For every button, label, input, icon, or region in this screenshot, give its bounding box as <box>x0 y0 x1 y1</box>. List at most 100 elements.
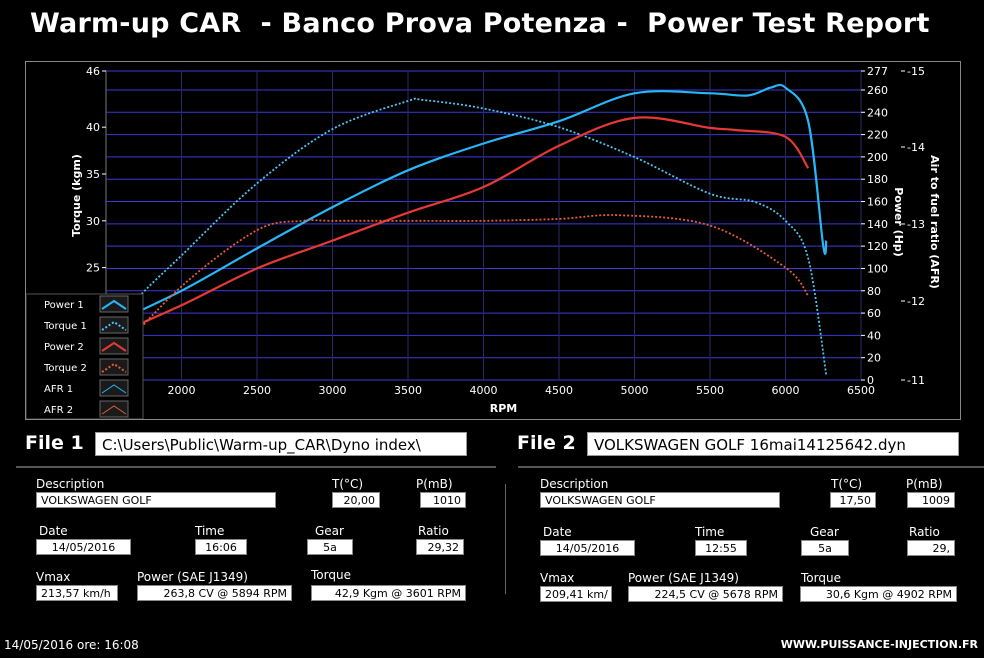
afr-tick-label: -12 <box>907 295 925 308</box>
legend-label: Torque 1 <box>43 321 87 332</box>
gear-label: Gear <box>810 525 839 539</box>
legend-label: Torque 2 <box>43 363 87 374</box>
afr-tick-label: -14 <box>907 141 925 154</box>
afr-tick-label: -15 <box>907 65 925 78</box>
description-field[interactable]: VOLKSWAGEN GOLF <box>36 492 276 508</box>
pressure-field[interactable]: 1009 <box>907 492 955 508</box>
torque-label: Torque <box>311 568 351 582</box>
power-field[interactable]: 224,5 CV @ 5678 RPM <box>628 586 783 602</box>
x-tick-label: 3500 <box>394 384 422 397</box>
left-tick-label: 30 <box>86 215 100 228</box>
power-tick-label: 260 <box>867 84 888 97</box>
date-field[interactable]: 14/05/2016 <box>540 540 635 556</box>
ratio-field[interactable]: 29, <box>907 540 955 556</box>
vmax-label: Vmax <box>540 571 575 585</box>
power-label: Power (SAE J1349) <box>628 571 739 585</box>
temperature-field[interactable]: 17,50 <box>830 492 876 508</box>
legend-swatch <box>99 295 129 313</box>
time-label: Time <box>695 525 725 539</box>
ratio-label: Ratio <box>418 524 449 538</box>
x-tick-label: 4500 <box>545 384 573 397</box>
x-tick-label: 4000 <box>470 384 498 397</box>
power-tick-label: 20 <box>867 352 881 365</box>
report-datetime: 14/05/2016 ore: 16:08 <box>4 638 139 652</box>
afr-tick-label: -11 <box>907 374 925 387</box>
legend-swatch <box>99 358 129 376</box>
legend-label: Power 2 <box>44 342 84 353</box>
file1-details-panel: Description VOLKSWAGEN GOLF T(°C) 20,00 … <box>16 466 496 610</box>
left-tick-label: 35 <box>86 168 100 181</box>
dyno-chart-frame: 2000 2500 3000 3500 4000 4500 5000 5500 6000 6500… <box>25 61 961 420</box>
legend-swatch <box>99 379 129 397</box>
file2-label: File 2 <box>517 432 576 454</box>
time-field[interactable]: 12:55 <box>695 540 747 556</box>
gear-field[interactable]: 5a <box>801 540 849 556</box>
file1-path-field[interactable]: C:\Users\Public\Warm-up_CAR\Dyno index\ <box>95 432 467 456</box>
legend-label: Power 1 <box>44 300 84 311</box>
panel-divider <box>505 484 506 594</box>
date-field[interactable]: 14/05/2016 <box>36 539 131 555</box>
power-tick-label: 0 <box>867 374 874 387</box>
power-label: Power (SAE J1349) <box>137 570 248 584</box>
temperature-label: T(°C) <box>332 477 364 491</box>
x-tick-label: 2500 <box>243 384 271 397</box>
afr-axis-label: Air to fuel ratio (AFR) <box>928 155 941 289</box>
gear-field[interactable]: 5a <box>307 539 353 555</box>
left-tick-label: 25 <box>86 262 100 275</box>
legend-swatch-line <box>101 320 127 331</box>
dyno-chart: 2000 2500 3000 3500 4000 4500 5000 5500 6000 6500… <box>25 65 941 420</box>
legend-box <box>25 293 144 420</box>
ratio-field[interactable]: 29,32 <box>416 539 464 555</box>
power-tick-label: 200 <box>867 151 888 164</box>
x-tick-label: 6500 <box>847 384 875 397</box>
pressure-label: P(mB) <box>906 477 943 491</box>
series-line-power-2 <box>105 116 810 340</box>
temperature-field[interactable]: 20,00 <box>332 492 380 508</box>
power-tick-label: 40 <box>867 329 881 342</box>
x-axis-label: RPM <box>490 402 517 415</box>
power-field[interactable]: 263,8 CV @ 5894 RPM <box>137 585 292 601</box>
report-title: Warm-up CAR - Banco Prova Potenza - Powe… <box>30 8 930 39</box>
title-bar: Warm-up CAR - Banco Prova Potenza - Powe… <box>0 0 984 52</box>
legend-swatch-line <box>101 341 127 352</box>
torque-field[interactable]: 30,6 Kgm @ 4902 RPM <box>800 586 957 602</box>
series-line-power-1 <box>105 83 828 328</box>
legend-swatch-line <box>101 405 127 415</box>
pressure-field[interactable]: 1010 <box>420 492 466 508</box>
power-tick-label: 100 <box>867 262 888 275</box>
file2-path-field[interactable]: VOLKSWAGEN GOLF 16mai14125642.dyn <box>587 432 959 456</box>
time-field[interactable]: 16:06 <box>195 539 247 555</box>
vmax-field[interactable]: 213,57 km/h <box>36 585 118 601</box>
legend-swatch-line <box>101 362 127 373</box>
date-label: Date <box>39 524 68 538</box>
power-tick-label: 180 <box>867 173 888 186</box>
torque-label: Torque <box>801 571 841 585</box>
description-label: Description <box>540 477 609 491</box>
legend-swatch <box>99 337 129 355</box>
file2-details-panel: Description VOLKSWAGEN GOLF T(°C) 17,50 … <box>518 466 984 610</box>
power-tick-label: 140 <box>867 218 888 231</box>
ratio-label: Ratio <box>909 525 940 539</box>
vmax-field[interactable]: 209,41 km/ <box>540 586 612 602</box>
power-tick-label: 277 <box>867 65 888 78</box>
power-tick-label: 120 <box>867 240 888 253</box>
description-field[interactable]: VOLKSWAGEN GOLF <box>540 492 780 508</box>
x-tick-label: 3000 <box>319 384 347 397</box>
power-tick-label: 60 <box>867 307 881 320</box>
x-tick-label: 6000 <box>772 384 800 397</box>
website-link[interactable]: WWW.PUISSANCE-INJECTION.FR <box>780 638 978 651</box>
legend-label: AFR 2 <box>44 405 73 416</box>
left-tick-label: 40 <box>86 121 100 134</box>
gear-label: Gear <box>315 524 344 538</box>
legend-swatch <box>99 400 129 418</box>
power-axis-label: Power (Hp) <box>892 187 905 257</box>
chart-legend: Power 1 Torque 1 Power 2 Torque 2 AFR 1 AFR 2 <box>25 293 144 420</box>
x-tick-label: 5500 <box>696 384 724 397</box>
power-tick-label: 80 <box>867 285 881 298</box>
file1-label: File 1 <box>25 432 84 454</box>
x-tick-label: 5000 <box>621 384 649 397</box>
torque-field[interactable]: 42,9 Kgm @ 3601 RPM <box>311 585 466 601</box>
left-tick-label: 46 <box>86 65 100 78</box>
power-tick-label: 220 <box>867 129 888 142</box>
legend-swatch <box>99 316 129 334</box>
